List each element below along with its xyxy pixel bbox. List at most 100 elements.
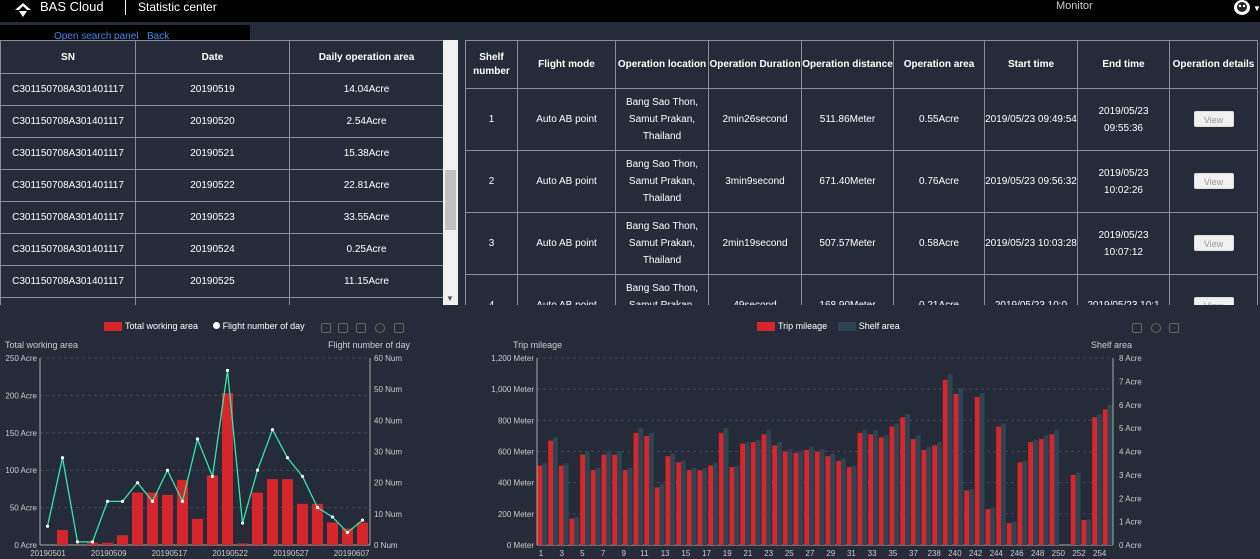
view-button[interactable]: View <box>1193 234 1234 251</box>
flight-number-point <box>45 524 50 528</box>
trip-bar <box>974 396 980 545</box>
trip-bar <box>836 460 841 545</box>
daily-operation-table: SN Date Daily operation area C301150708A30… <box>0 40 444 305</box>
x-tick-label: 252 <box>1072 549 1086 558</box>
trip-bar <box>942 379 948 545</box>
view-button[interactable]: View <box>1193 172 1234 189</box>
flight-number-point <box>225 368 230 373</box>
column-header: Shelf number <box>465 40 518 89</box>
x-tick-label: 7 <box>601 549 606 558</box>
download-icon[interactable] <box>394 323 404 333</box>
bar-chart-icon[interactable] <box>356 323 366 333</box>
table-cell: 671.40Meter <box>801 150 894 213</box>
column-header: End time <box>1077 40 1170 89</box>
working-area-chart-panel: Total working area Flight number of day … <box>0 316 458 559</box>
legend-flight-number[interactable]: Flight number of day <box>222 321 305 331</box>
table-cell: 1 <box>465 88 518 151</box>
y-tick-label: 50 Acre <box>10 504 38 513</box>
legend-shelf-area[interactable]: Shelf area <box>858 321 900 331</box>
table-row: C301150708A301401117 20190522 22.81Acre <box>0 169 444 202</box>
data-view-icon[interactable] <box>321 323 331 333</box>
shelf-bar <box>606 451 612 545</box>
table-row: 2 Auto AB point Bang Sao Thon, Samut Praka… <box>465 150 1258 213</box>
scroll-down-icon[interactable]: ▼ <box>446 294 454 303</box>
table-cell: 15.38Acre <box>289 137 444 170</box>
table-cell: View <box>1169 150 1258 213</box>
line-chart-icon[interactable] <box>338 323 348 333</box>
flight-number-point <box>150 499 155 503</box>
back-link[interactable]: Back <box>147 31 170 42</box>
y2-tick-label: 3 Acre <box>1119 471 1142 480</box>
x-tick-label: 246 <box>1010 549 1024 558</box>
table-cell: 20190521 <box>135 137 290 170</box>
shelf-bar <box>1107 404 1113 545</box>
y-tick-label: 800 Meter <box>498 416 534 425</box>
trip-bar <box>889 426 895 545</box>
shelf-bar <box>1054 430 1060 545</box>
table-cell: 2019/05/23 10:07:12 <box>1077 212 1170 275</box>
scroll-thumb[interactable] <box>445 170 456 230</box>
column-header: Flight mode <box>517 40 616 89</box>
legend-trip-mileage[interactable]: Trip mileage <box>778 321 828 331</box>
trip-bar <box>953 393 959 545</box>
shelf-bar <box>1011 521 1017 545</box>
trip-bar <box>846 467 852 545</box>
open-search-panel-link[interactable]: Open search panel <box>54 31 139 42</box>
chart-legend: Trip mileage Shelf area <box>757 321 900 332</box>
table-cell: 0.55Acre <box>893 88 985 151</box>
data-view-icon[interactable] <box>1132 323 1142 333</box>
table-cell: View <box>1169 274 1258 305</box>
flight-number-point <box>315 506 320 510</box>
shelf-bar <box>713 463 718 545</box>
restore-icon[interactable] <box>1151 323 1161 333</box>
table-cell: Bang Sao Thon, Samut Prakan, Thailand <box>615 274 709 305</box>
y-tick-label: 0 Acre <box>14 541 37 550</box>
view-button[interactable]: View <box>1193 110 1234 127</box>
chevron-down-icon[interactable]: ▼ <box>1253 4 1260 13</box>
bar <box>282 479 293 545</box>
legend-total-working-area[interactable]: Total working area <box>125 321 199 331</box>
download-icon[interactable] <box>1169 323 1179 333</box>
shelf-bar <box>617 451 622 545</box>
bar <box>222 393 233 545</box>
shelf-bar <box>905 414 910 545</box>
trip-bar <box>548 440 553 545</box>
trip-bar <box>793 453 799 545</box>
restore-icon[interactable] <box>375 323 385 333</box>
shelf-bar <box>926 446 932 545</box>
table-cell: 507.57Meter <box>801 212 894 275</box>
shelf-bar <box>851 465 857 545</box>
x-tick-label: 20190517 <box>152 549 188 558</box>
trip-bar <box>644 435 649 545</box>
x-tick-label: 27 <box>806 549 815 558</box>
table-cell: 2019/05/23 10:03:28 <box>984 212 1078 275</box>
x-tick-label: 238 <box>927 549 941 558</box>
left-table-scrollbar[interactable]: ▼ <box>443 40 458 305</box>
avatar[interactable] <box>1234 0 1250 15</box>
table-cell: 168.90Meter <box>801 274 894 305</box>
table-cell: 14.04Acre <box>289 73 444 106</box>
shelf-bar <box>1097 414 1102 545</box>
flight-number-point <box>345 530 350 535</box>
table-cell: 0.25Acre <box>289 233 444 266</box>
flight-number-point <box>300 474 305 479</box>
trip-bar <box>580 454 585 545</box>
y2-tick-label: 10 Num <box>374 510 402 519</box>
bar <box>207 475 218 545</box>
x-tick-label: 31 <box>847 549 856 558</box>
view-button[interactable]: View <box>1193 296 1234 305</box>
column-header: Operation location <box>615 40 709 89</box>
trip-bar <box>814 451 820 545</box>
flight-number-line <box>46 370 363 543</box>
shelf-bar <box>542 463 548 545</box>
shelf-bar <box>691 467 697 545</box>
monitor-link[interactable]: Monitor <box>1056 0 1093 12</box>
shelf-bar <box>1086 519 1092 545</box>
trip-bar <box>612 454 617 545</box>
x-tick-label: 19 <box>723 549 732 558</box>
chart-legend: Total working area Flight number of day <box>104 321 305 332</box>
x-tick-label: 23 <box>764 549 773 558</box>
table-cell: 20190525 <box>135 265 290 298</box>
x-tick-label: 254 <box>1093 549 1107 558</box>
y2-tick-label: 4 Acre <box>1119 448 1142 457</box>
